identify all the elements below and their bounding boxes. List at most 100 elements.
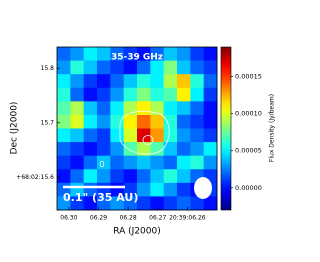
x-axis-label: RA (J2000) <box>113 227 161 237</box>
heatmap-cell <box>70 169 85 184</box>
heatmap-cell <box>163 114 178 129</box>
heatmap-cell <box>57 47 71 61</box>
heatmap-cell <box>123 60 138 75</box>
colorbar-label: Flux Density (Jy/beam) <box>269 94 276 162</box>
heatmap-cell <box>123 47 138 61</box>
chart-title: 35-39 GHz <box>111 53 163 63</box>
heatmap-cell <box>203 74 218 89</box>
heatmap-cell <box>137 101 151 116</box>
heatmap-cell <box>137 60 151 75</box>
heatmap-cell <box>83 60 98 75</box>
heatmap-cell <box>163 60 178 75</box>
heatmap-cell <box>190 74 205 89</box>
colorbar-tick-label: 0.00005 <box>235 147 262 155</box>
heatmap-cell <box>110 142 125 157</box>
heatmap-cell <box>150 87 165 102</box>
heatmap-cell <box>70 47 85 61</box>
heatmap-cell <box>150 114 165 129</box>
heatmap-cell <box>110 169 125 184</box>
heatmap-cell <box>190 142 205 157</box>
heatmap-cell <box>83 155 98 170</box>
heatmap-cell <box>150 169 165 184</box>
heatmap-cell <box>110 196 125 211</box>
heatmap-cell <box>70 114 85 129</box>
heatmap-cell <box>150 182 165 197</box>
heatmap-cell <box>83 47 98 61</box>
heatmap-cell <box>57 169 71 184</box>
heatmap-cell <box>97 47 111 61</box>
heatmap <box>57 47 218 211</box>
x-tick-label: 20:39:06.26 <box>169 215 206 222</box>
heatmap-cell <box>83 169 98 184</box>
x-tick-label: 06.29 <box>90 215 107 222</box>
y-tick-label: +68:02:15.6 <box>16 174 54 181</box>
heatmap-cell <box>150 47 165 61</box>
heatmap-cell <box>190 87 205 102</box>
heatmap-cell <box>83 87 98 102</box>
heatmap-cell <box>163 196 178 211</box>
heatmap-cell <box>123 169 138 184</box>
heatmap-cell <box>97 196 111 211</box>
heatmap-cell <box>163 87 178 102</box>
heatmap-cell <box>83 196 98 211</box>
heatmap-cell <box>83 74 98 89</box>
heatmap-cell <box>70 101 85 116</box>
heatmap-cell <box>190 196 205 211</box>
contour <box>142 135 154 145</box>
chart: 0.1" (35 AU) 35-39 GHz RA (J2000) Dec (J… <box>10 46 276 237</box>
heatmap-cell <box>177 74 191 89</box>
heatmap-cell <box>123 142 138 157</box>
heatmap-cell <box>163 74 178 89</box>
heatmap-cell <box>110 114 125 129</box>
heatmap-cell <box>190 47 205 61</box>
heatmap-cell <box>137 182 151 197</box>
colorbar-tick-label: 0.00010 <box>235 110 262 118</box>
contour <box>99 160 105 168</box>
heatmap-cell <box>137 87 151 102</box>
heatmap-cell <box>177 142 191 157</box>
beam <box>194 177 212 199</box>
colorbar-tick-label: 0.00000 <box>235 184 262 192</box>
heatmap-cell <box>163 142 178 157</box>
y-axis-label: Dec (J2000) <box>10 102 20 155</box>
heatmap-cell <box>97 114 111 129</box>
x-tick-label: 06.27 <box>149 215 166 222</box>
heatmap-cell <box>163 47 178 61</box>
heatmap-cell <box>177 196 191 211</box>
heatmap-cell <box>203 128 218 143</box>
heatmap-cell <box>163 182 178 197</box>
x-tick-label: 06.28 <box>120 215 137 222</box>
heatmap-cell <box>190 128 205 143</box>
heatmap-cell <box>57 87 71 102</box>
contours <box>99 111 170 168</box>
heatmap-cell <box>97 169 111 184</box>
heatmap-cell <box>110 74 125 89</box>
heatmap-cell <box>83 101 98 116</box>
heatmap-cell <box>177 47 191 61</box>
heatmap-cell <box>123 87 138 102</box>
heatmap-cell <box>110 128 125 143</box>
heatmap-cell <box>203 101 218 116</box>
heatmap-cell <box>57 60 71 75</box>
heatmap-cell <box>123 114 138 129</box>
heatmap-cell <box>177 60 191 75</box>
heatmap-cell <box>203 155 218 170</box>
heatmap-cell <box>70 87 85 102</box>
heatmap-cell <box>123 155 138 170</box>
heatmap-cell <box>177 128 191 143</box>
heatmap-cell <box>203 60 218 75</box>
heatmap-cell <box>57 114 71 129</box>
heatmap-cell <box>163 128 178 143</box>
heatmap-cell <box>177 114 191 129</box>
heatmap-cell <box>190 101 205 116</box>
heatmap-cell <box>97 74 111 89</box>
heatmap-cell <box>137 196 151 211</box>
x-tick-label: 06.30 <box>60 215 77 222</box>
heatmap-cell <box>203 142 218 157</box>
heatmap-cell <box>190 114 205 129</box>
heatmap-cell <box>57 155 71 170</box>
heatmap-cell <box>137 128 151 143</box>
heatmap-cell <box>97 128 111 143</box>
heatmap-cell <box>70 128 85 143</box>
